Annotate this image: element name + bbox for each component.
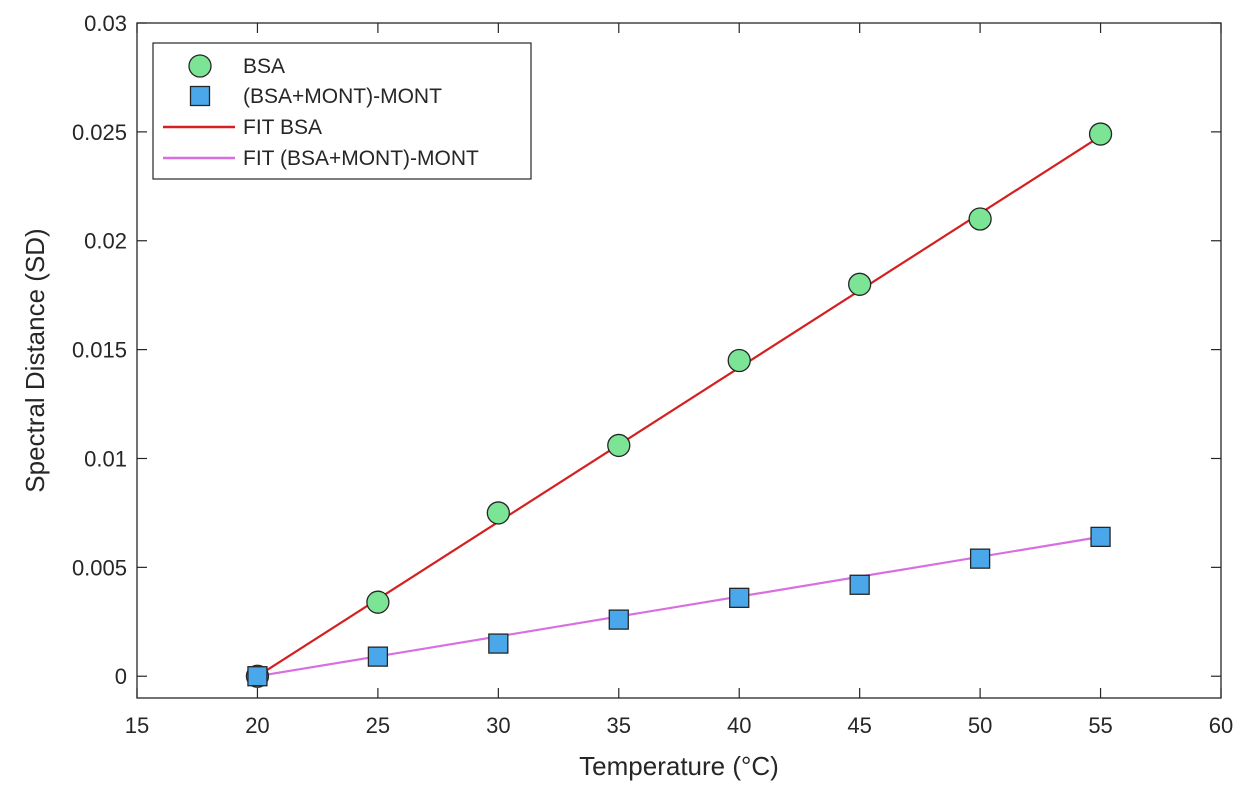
- data-point-circle: [1088, 122, 1113, 146]
- y-tick-label: 0.025: [72, 120, 127, 145]
- y-axis-label: Spectral Distance (SD): [20, 228, 50, 492]
- plot-area: [136, 22, 1222, 699]
- x-tick-label: 20: [245, 713, 269, 738]
- x-tick-label: 60: [1209, 713, 1233, 738]
- x-tick-label: 25: [366, 713, 390, 738]
- x-tick-label: 45: [847, 713, 871, 738]
- legend-box: [152, 42, 532, 180]
- x-tick-label: 15: [125, 713, 149, 738]
- x-axis-label: Temperature (°C): [579, 751, 779, 781]
- x-tick-label: 50: [968, 713, 992, 738]
- data-point-circle: [968, 207, 992, 231]
- y-tick-label: 0: [115, 664, 127, 689]
- data-point-circle: [486, 501, 510, 525]
- legend-label: BSA: [243, 55, 285, 78]
- data-point-square: [608, 609, 629, 630]
- data-point-circle: [607, 433, 631, 458]
- legend-label: FIT BSA: [243, 116, 322, 139]
- legend-symbol-circle: [188, 54, 212, 78]
- data-point-square: [729, 587, 750, 608]
- data-point-square: [849, 574, 870, 595]
- y-tick-label: 0.02: [84, 229, 127, 254]
- legend: BSA (BSA+MONT)-MONT FIT BSA FIT (BSA+MONT)-…: [152, 42, 532, 180]
- x-tick-label: 30: [486, 713, 510, 738]
- legend-label: FIT (BSA+MONT)-MONT: [243, 147, 479, 170]
- data-point-square: [488, 633, 509, 654]
- y-axis: 0 0.005 0.01 0.015 0.02 0.025 0.03: [72, 11, 1221, 689]
- axes-box: [136, 22, 1222, 699]
- y-tick-label: 0.015: [72, 338, 127, 363]
- data-point-square: [1090, 526, 1111, 548]
- data-point-square: [247, 666, 268, 687]
- x-tick-label: 35: [607, 713, 631, 738]
- data-point-square: [367, 646, 389, 667]
- y-tick-label: 0.01: [84, 446, 127, 471]
- legend-symbol-square: [189, 85, 211, 107]
- data-point-circle: [727, 348, 751, 373]
- data-point-circle: [848, 272, 872, 296]
- data-point-square: [969, 548, 991, 569]
- y-tick-label: 0.03: [84, 11, 127, 36]
- y-tick-label: 0.005: [72, 555, 127, 580]
- series-line: [256, 135, 1102, 678]
- x-axis: 15 20 25 30 35 40 45 50 55 60: [125, 23, 1233, 738]
- x-tick-label: 55: [1088, 713, 1112, 738]
- data-point-circle: [366, 590, 390, 614]
- legend-label: (BSA+MONT)-MONT: [243, 85, 442, 108]
- x-tick-label: 40: [727, 713, 751, 738]
- series-line: [257, 535, 1101, 678]
